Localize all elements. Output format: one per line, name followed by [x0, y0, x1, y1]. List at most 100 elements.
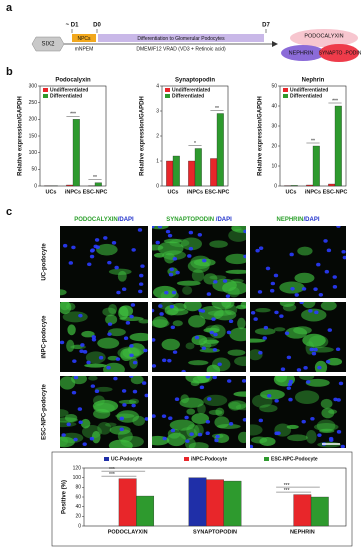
nucleus — [61, 433, 66, 437]
cell-body — [84, 363, 107, 368]
cells — [152, 376, 246, 448]
nucleus — [301, 287, 307, 291]
nucleus — [241, 379, 246, 383]
cell-body — [88, 376, 98, 381]
significance-label: *** — [109, 467, 115, 473]
nucleus — [258, 350, 263, 355]
legend-label: Undifferentiated — [290, 87, 328, 93]
cell-body — [108, 439, 133, 448]
nucleus — [212, 347, 218, 352]
cell-body — [166, 308, 189, 316]
cell-body — [294, 390, 320, 405]
legend-label: UC-Podocyte — [111, 456, 143, 462]
nucleus — [131, 248, 136, 252]
y-tick-label: 30 — [271, 123, 277, 129]
cell-body — [108, 328, 126, 337]
x-tick-label: ESC-NPC — [83, 189, 108, 195]
nucleus — [340, 444, 346, 448]
nucleus — [253, 317, 258, 321]
x-tick-label: ESC-NPC — [205, 189, 230, 195]
nucleus — [168, 416, 173, 421]
bar — [194, 148, 202, 187]
cell-body — [320, 302, 337, 311]
cell-body — [231, 226, 246, 233]
cell-body — [95, 386, 113, 392]
legend-label: Differentiated — [50, 93, 82, 99]
legend-swatch — [104, 457, 109, 461]
cell-body — [172, 320, 183, 327]
nucleus — [217, 362, 222, 367]
nucleus — [323, 239, 328, 243]
timeline-arrow — [272, 41, 278, 47]
stage-medium: DMEM/F12 VRAD (VD3 + Retinoic acid) — [136, 46, 226, 52]
nucleus — [62, 243, 68, 248]
chart-title: Nephrin — [302, 78, 325, 84]
cell-body — [72, 344, 83, 350]
nucleus — [317, 433, 322, 437]
nucleus — [309, 347, 314, 352]
bar — [312, 145, 320, 187]
nucleus — [107, 260, 112, 265]
nucleus — [313, 287, 318, 291]
nucleus — [138, 282, 144, 286]
nucleus — [189, 432, 194, 436]
legend-label: Differentiated — [290, 93, 322, 99]
column-header: NEPHRIN/DAPI — [276, 217, 319, 223]
nucleus — [341, 249, 346, 254]
nucleus — [107, 322, 113, 326]
nucleus — [162, 358, 167, 363]
significance-label: *** — [284, 488, 290, 494]
nucleus — [103, 236, 108, 240]
y-tick-label: 0 — [34, 183, 37, 189]
nucleus — [314, 310, 319, 315]
cell-body — [227, 400, 246, 410]
cell-body — [80, 418, 91, 429]
cell-body — [60, 436, 75, 448]
x-tick-label: iNPCs — [65, 189, 81, 195]
cell-body — [302, 302, 316, 309]
cell-body — [198, 305, 224, 320]
nucleus — [93, 244, 98, 249]
cell-body — [130, 376, 144, 385]
nucleus — [129, 353, 134, 358]
nucleus — [140, 264, 145, 268]
nucleus — [289, 252, 294, 257]
bar — [188, 477, 207, 527]
nucleus — [144, 393, 148, 398]
legend-swatch — [283, 88, 288, 92]
y-tick-label: 120 — [73, 465, 82, 471]
bar — [328, 183, 336, 187]
cell-body — [237, 431, 246, 444]
nucleus — [123, 336, 129, 341]
cell-body — [60, 302, 70, 311]
nucleus — [175, 270, 180, 275]
nucleus — [113, 376, 118, 381]
cell-body — [91, 430, 101, 444]
y-tick-label: 60 — [75, 494, 81, 500]
nucleus — [301, 419, 306, 424]
cell-body — [93, 402, 115, 414]
nucleus — [157, 226, 163, 229]
cell-body — [215, 407, 225, 417]
nucleus — [332, 285, 338, 289]
cell-body — [235, 404, 246, 411]
y-tick-label: 50 — [271, 83, 277, 89]
nucleus — [279, 314, 284, 318]
cell-body — [297, 246, 313, 256]
legend-swatch — [165, 88, 170, 92]
nucleus — [152, 414, 156, 418]
significance-label: * — [194, 141, 196, 147]
y-tick-label: 40 — [271, 103, 277, 109]
nucleus — [258, 418, 264, 423]
nucleus — [318, 292, 324, 297]
cell-body — [118, 399, 137, 405]
cell-body — [234, 356, 246, 367]
marker-label: PODOCALYXIN — [304, 33, 343, 39]
cell-body — [287, 434, 308, 442]
cell-body — [225, 269, 246, 274]
cell-body — [81, 424, 102, 439]
nucleus — [257, 290, 263, 294]
nucleus — [266, 394, 272, 398]
significance-label: *** — [284, 483, 290, 489]
chart-title: Synaptopodin — [175, 78, 215, 84]
